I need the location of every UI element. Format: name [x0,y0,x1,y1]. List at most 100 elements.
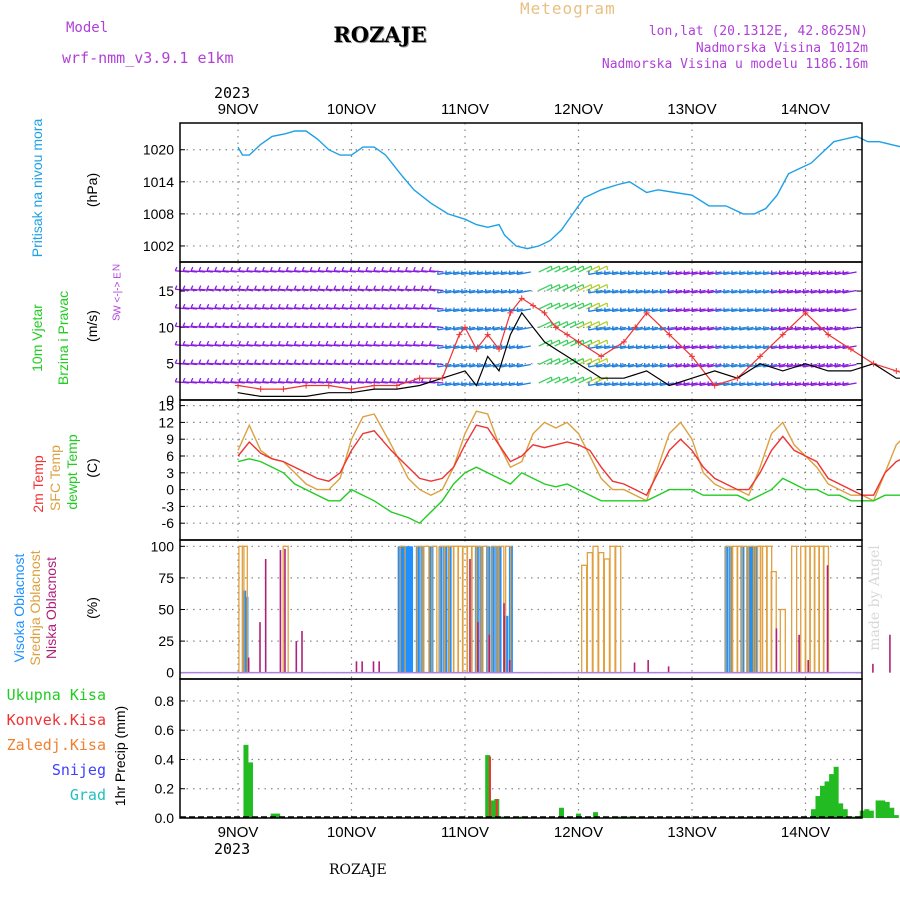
wind-barb [310,344,325,347]
wind-barb [628,382,643,387]
wind-barb-feather [389,266,392,272]
wind-barb-feather [794,362,797,368]
wind-gust-marker [541,309,548,316]
wind-barb [310,325,325,329]
wind-barb [516,289,531,294]
wind-barb [826,326,841,331]
wind-barb-feather [174,377,178,383]
wind-barb [578,339,592,347]
wind-barb-feather [818,381,821,386]
wind-barb-feather [420,285,424,290]
wind-barb [286,270,301,273]
wind-barb [349,381,365,384]
wind-barb [413,307,428,310]
wind-barb-feather [492,381,495,386]
wind-barb [707,345,722,350]
wind-barb [373,362,388,366]
wind-barb [326,381,341,384]
low-cloud-bar [633,662,636,673]
wind-barb-feather [341,340,345,346]
temp-2m-line [237,424,900,497]
wind-barb [667,289,682,294]
wind-barb [222,362,237,366]
wind-gust-marker [496,346,503,353]
wind-barb [206,344,222,347]
wind-barb [787,345,802,350]
wind-barb [501,345,516,350]
wind-barb-feather [269,377,273,383]
wind-barb [278,381,293,384]
wind-barb-feather [246,340,249,346]
wind-barb-feather [285,377,289,383]
wind-barb-feather [802,325,805,331]
wind-barb [381,381,396,384]
wind-barb-feather [762,344,765,349]
wind-barb-feather [349,266,353,272]
dewpoint-line [237,458,900,525]
wind-barb-feather [468,325,471,331]
wind-barb-feather [206,340,210,346]
wind-barb-feather [516,270,519,275]
wind-barb-feather [413,359,416,364]
wind-barb-feather [230,377,234,383]
wind-barb [429,270,444,273]
wind-barb-feather [635,362,638,368]
wind-barb-feather [254,303,257,309]
wind-barb-feather [746,362,749,368]
wind-barb-feather [357,359,361,364]
wind-barb-feather [341,266,345,272]
wind-barb [739,289,754,294]
wind-barb [596,271,611,276]
wind-barb-feather [341,303,345,309]
wind-barb [667,271,682,276]
wind-barb [691,345,706,350]
wind-barb-feather [333,377,337,383]
wind-barb-feather [365,340,369,346]
wind-barb-feather [285,303,289,309]
wind-barb-feather [277,303,281,309]
wind-barb [397,270,412,273]
wind-barb-feather [325,359,329,364]
wind-barb [747,326,762,331]
wind-barb [763,271,778,276]
wind-barb [230,307,245,310]
wind-barb [636,345,651,350]
wind-barb [389,307,404,310]
wind-barb [183,325,198,329]
wind-barb [254,362,269,366]
wind-barb [842,326,857,331]
wind-barb-feather [182,377,186,383]
wind-barb-feather [206,359,210,364]
wind-barb-feather [230,359,234,364]
wind-barb-feather [277,285,281,290]
ytick-label: 0.6 [155,722,175,738]
wind-barb-feather [603,344,606,349]
wind-barb-feather [738,270,741,275]
wind-barb-feather [754,307,757,312]
ytick-label: 0.2 [155,781,175,797]
wind-barb-feather [595,307,598,312]
wind-barb-feather [603,270,606,275]
wind-barb [802,382,817,387]
wind-barb-feather [317,359,321,364]
wind-gust-marker [518,295,525,302]
wind-barb-feather [174,303,178,309]
wind-barb [644,363,659,368]
wind-barb [413,288,428,292]
wind-barb [254,270,269,273]
wind-barb-feather [834,362,837,368]
wind-barb-feather [651,307,654,312]
wind-barb [397,362,412,366]
wind-barb [222,307,237,310]
wind-barb-feather [341,377,345,383]
wind-barb [445,289,460,294]
low-cloud-bar [295,641,298,673]
wind-barb [413,344,428,347]
wind-barb-feather [198,303,202,309]
wind-barb-feather [643,344,646,349]
wind-barb-feather [675,288,678,294]
wind-barb-feather [603,362,606,368]
wind-barb [191,270,206,273]
wind-barb-feather [198,285,202,290]
wind-barb [254,381,269,384]
